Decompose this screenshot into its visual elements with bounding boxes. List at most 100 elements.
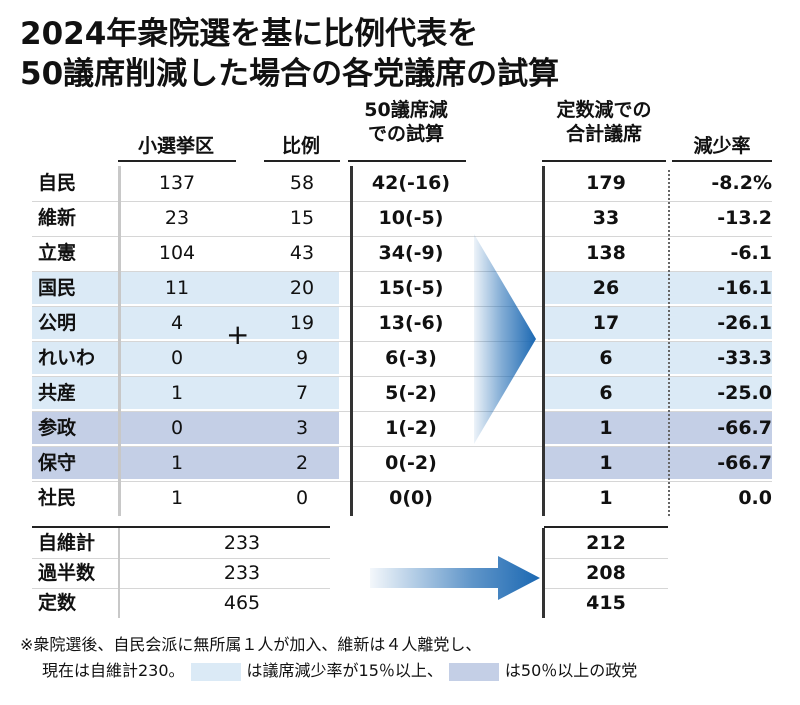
district-seats: 23	[164, 207, 190, 229]
row-divider	[32, 481, 772, 482]
reduction-rate: -6.1	[730, 242, 772, 264]
total-seats: 138	[586, 242, 626, 264]
district-column-rule	[118, 166, 121, 516]
header-trial-line2: での試算	[367, 123, 444, 145]
footnote: ※衆院選後、自民会派に無所属１人が加入、維新は４人離党し、 現在は自維計230。…	[20, 632, 780, 684]
row-shade-right	[545, 272, 772, 304]
trial-pr-seats: 15(-5)	[378, 277, 444, 299]
total-seats: 6	[599, 347, 613, 369]
footnote-line2: 現在は自維計230。 は議席減少率が15％以上、 は50％以上の政党	[20, 658, 780, 684]
summary-label: 定数	[38, 592, 77, 614]
trial-pr-seats: 13(-6)	[378, 312, 444, 334]
footnote-dark-desc: は50％以上の政党	[504, 661, 638, 680]
party-name: 公明	[38, 312, 77, 334]
trial-pr-seats: 42(-16)	[371, 172, 451, 194]
summary-divider-right	[544, 558, 668, 559]
trial-pr-seats: 10(-5)	[378, 207, 444, 229]
row-shade-left	[32, 377, 339, 409]
reduction-rate: -16.1	[717, 277, 772, 299]
row-shade-right	[545, 377, 772, 409]
row-divider	[32, 341, 772, 342]
chart-title: 2024年衆院選を基に比例代表を 50議席削減した場合の各党議席の試算	[20, 14, 559, 94]
district-seats: 11	[164, 277, 190, 299]
plus-sign: +	[226, 318, 250, 351]
row-shade-right	[545, 307, 772, 339]
row-shade-left	[32, 447, 339, 479]
total-column-rule	[542, 166, 545, 516]
trial-pr-seats: 1(-2)	[385, 417, 437, 439]
party-row: れいわ 0 9 6(-3) 6 -33.3	[32, 341, 772, 375]
district-seats: 1	[170, 452, 184, 474]
header-rule-district	[118, 160, 236, 162]
summary-divider	[32, 588, 330, 589]
party-name: 立憲	[38, 242, 77, 264]
row-divider	[32, 376, 772, 377]
big-arrow-icon	[474, 234, 536, 444]
summary-divider	[32, 558, 330, 559]
footnote-light-desc: は議席減少率が15％以上、	[246, 661, 443, 680]
summary-current: 233	[223, 532, 261, 554]
party-name: 自民	[38, 172, 77, 194]
row-shade-left	[32, 307, 339, 339]
pr-seats: 3	[295, 417, 309, 439]
summary-divider-right	[544, 588, 668, 589]
reduction-rate: -33.3	[717, 347, 772, 369]
pr-seats: 9	[295, 347, 309, 369]
pr-seats: 19	[289, 312, 315, 334]
district-seats: 1	[170, 382, 184, 404]
chart-title-line2: 50議席削減した場合の各党議席の試算	[20, 56, 560, 92]
row-shade-right	[545, 412, 772, 444]
header-rule-trial	[348, 160, 466, 162]
reduction-rate: -26.1	[717, 312, 772, 334]
light-legend-swatch	[190, 662, 241, 681]
party-row: 社民 1 0 0(0) 1 0.0	[32, 481, 772, 515]
total-seats: 33	[592, 207, 620, 229]
total-seats: 1	[599, 417, 613, 439]
footnote-current: 現在は自維計230。	[42, 661, 185, 680]
reduction-rate: -13.2	[717, 207, 772, 229]
trial-pr-seats: 5(-2)	[385, 382, 437, 404]
header-district: 小選挙区	[137, 135, 214, 157]
row-shade-right	[545, 447, 772, 479]
pr-seats: 58	[289, 172, 315, 194]
summary-after: 415	[586, 592, 626, 614]
summary-top-rule	[32, 526, 330, 528]
summary-row: 過半数 233 208	[32, 558, 772, 588]
pr-seats: 43	[289, 242, 315, 264]
trial-pr-seats: 0(-2)	[385, 452, 437, 474]
summary-rule-left	[118, 528, 120, 618]
total-seats: 1	[599, 487, 613, 509]
total-seats: 6	[599, 382, 613, 404]
party-name: 社民	[38, 487, 77, 509]
total-seats: 179	[586, 172, 626, 194]
party-row: 立憲 104 43 34(-9) 138 -6.1	[32, 236, 772, 270]
header-total: 定数減での 合計議席	[544, 98, 664, 146]
trial-pr-seats: 0(0)	[389, 487, 433, 509]
trial-pr-seats: 6(-3)	[385, 347, 437, 369]
pr-seats: 20	[289, 277, 315, 299]
party-name: 参政	[38, 417, 77, 439]
party-name: れいわ	[38, 347, 96, 369]
summary-after: 212	[586, 532, 626, 554]
header-total-line1: 定数減での	[556, 99, 652, 121]
summary-row: 自維計 233 212	[32, 528, 772, 558]
pr-seats: 2	[295, 452, 309, 474]
party-row: 国民 11 20 15(-5) 26 -16.1	[32, 271, 772, 305]
reduction-rate: -8.2%	[711, 172, 772, 194]
party-name: 保守	[38, 452, 77, 474]
total-seats: 1	[599, 452, 613, 474]
party-row: 維新 23 15 10(-5) 33 -13.2	[32, 201, 772, 235]
summary-current: 233	[223, 562, 261, 584]
row-shade-right	[545, 342, 772, 374]
party-row: 共産 1 7 5(-2) 6 -25.0	[32, 376, 772, 410]
row-divider	[32, 411, 772, 412]
header-rule-total	[542, 160, 666, 162]
summary-after: 208	[586, 562, 626, 584]
district-seats: 4	[170, 312, 184, 334]
pr-seats: 0	[295, 487, 309, 509]
row-divider	[32, 306, 772, 307]
header-rule-pr	[264, 160, 340, 162]
district-seats: 1	[170, 487, 184, 509]
party-name: 維新	[38, 207, 77, 229]
pr-seats: 15	[289, 207, 315, 229]
